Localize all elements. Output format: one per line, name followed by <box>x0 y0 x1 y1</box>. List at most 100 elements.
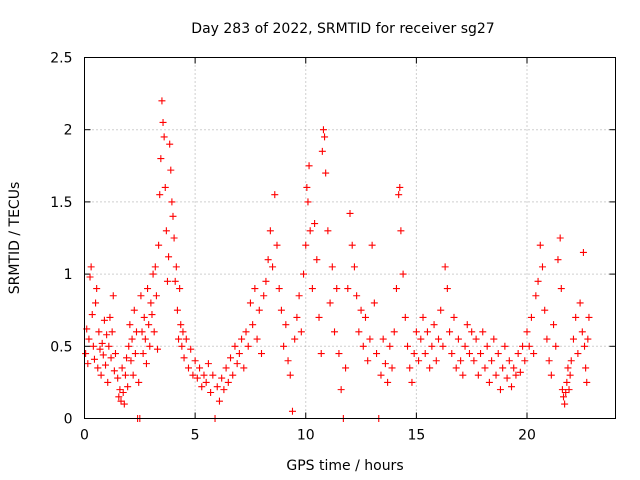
data-point <box>396 183 404 191</box>
data-point <box>191 357 199 365</box>
data-point <box>135 378 143 386</box>
data-point <box>432 357 440 365</box>
tick-labels: 0 5 10 15 20 0 0.5 1 1.5 2 2.5 <box>50 51 536 444</box>
data-point <box>326 299 334 307</box>
data-point <box>105 342 113 350</box>
data-point <box>200 371 208 379</box>
data-point <box>574 350 582 358</box>
data-point <box>120 400 128 408</box>
data-point <box>118 364 126 372</box>
data-point <box>450 313 458 321</box>
data-point <box>238 335 246 343</box>
y-axis-label: SRMTID / TECUs <box>7 182 23 295</box>
data-point <box>176 285 184 293</box>
data-point <box>337 386 345 394</box>
data-point <box>114 374 122 382</box>
data-point <box>235 350 243 358</box>
data-point <box>110 367 118 375</box>
data-point <box>128 335 136 343</box>
data-point <box>280 342 288 350</box>
data-point <box>271 191 279 199</box>
data-point <box>408 378 416 386</box>
data-point <box>291 335 299 343</box>
data-point <box>193 374 201 382</box>
data-point <box>399 270 407 278</box>
data-point <box>146 342 154 350</box>
data-point <box>152 292 160 300</box>
data-point <box>381 360 389 368</box>
data-point <box>335 350 343 358</box>
data-point <box>304 198 312 206</box>
data-point <box>318 147 326 155</box>
data-point <box>117 397 125 405</box>
data-point <box>286 371 294 379</box>
x-tick-label: 15 <box>407 428 425 444</box>
data-point <box>106 313 114 321</box>
data-point <box>215 397 223 405</box>
data-point <box>441 263 449 271</box>
data-point <box>97 371 105 379</box>
data-point <box>377 371 385 379</box>
data-point <box>448 350 456 358</box>
data-point <box>89 342 97 350</box>
data-point <box>90 355 98 363</box>
data-point <box>541 306 549 314</box>
data-point <box>82 350 90 358</box>
data-point <box>321 133 329 141</box>
axis-ticks <box>84 57 616 419</box>
data-point <box>583 378 591 386</box>
data-point <box>145 321 153 329</box>
data-point <box>142 360 150 368</box>
data-point <box>373 350 381 358</box>
y-tick-label: 1.5 <box>50 195 72 211</box>
data-point <box>198 383 206 391</box>
data-point <box>125 342 133 350</box>
data-point <box>578 328 586 336</box>
data-point <box>461 342 469 350</box>
data-point <box>519 342 527 350</box>
data-point <box>209 371 217 379</box>
data-point <box>313 256 321 264</box>
data-point <box>503 374 511 382</box>
data-point <box>463 321 471 329</box>
data-point <box>547 371 555 379</box>
data-point <box>115 393 123 401</box>
data-point <box>494 350 502 358</box>
data-point <box>130 306 138 314</box>
data-point <box>93 285 101 293</box>
data-point <box>514 350 522 358</box>
data-point <box>512 371 520 379</box>
data-point <box>333 285 341 293</box>
data-point <box>162 227 170 235</box>
data-point <box>99 351 107 359</box>
data-point <box>355 328 363 336</box>
data-point <box>530 350 538 358</box>
data-point <box>397 227 405 235</box>
data-point <box>525 342 533 350</box>
data-point <box>87 263 95 271</box>
data-point <box>470 357 478 365</box>
data-point <box>412 328 420 336</box>
data-point <box>269 263 277 271</box>
data-point <box>178 342 186 350</box>
data-point <box>137 292 145 300</box>
data-point <box>452 364 460 372</box>
data-point <box>297 328 305 336</box>
data-point <box>584 335 592 343</box>
data-point <box>430 321 438 329</box>
data-point <box>111 350 119 358</box>
y-tick-label: 2 <box>64 123 73 139</box>
data-point <box>406 364 414 372</box>
data-point <box>169 212 177 220</box>
data-point <box>359 342 367 350</box>
data-point <box>401 313 409 321</box>
data-point <box>435 335 442 343</box>
data-point <box>545 357 553 365</box>
data-point <box>319 126 327 134</box>
plot-frame <box>84 57 616 419</box>
data-point <box>95 328 103 336</box>
data-point <box>350 263 358 271</box>
data-point <box>419 313 427 321</box>
data-point <box>558 386 566 394</box>
